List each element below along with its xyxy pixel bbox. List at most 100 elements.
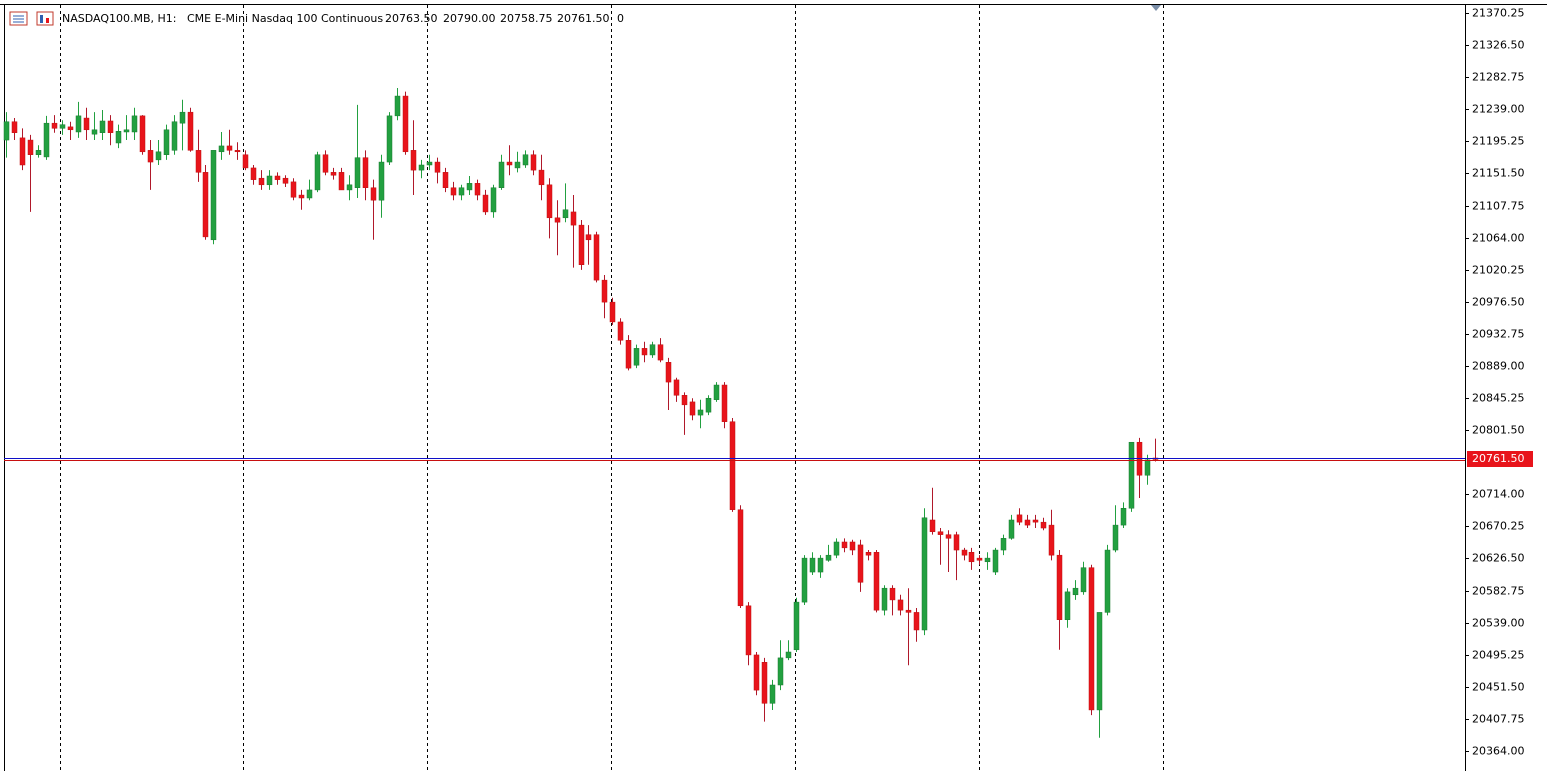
candle-body <box>945 534 952 539</box>
candle-body <box>514 161 521 169</box>
candle-body <box>1032 519 1039 523</box>
candle-body <box>394 95 401 117</box>
candle-body <box>538 169 545 186</box>
candle-body <box>171 121 178 151</box>
price-label: 20761.50 <box>1472 452 1525 465</box>
y-tick-label: 21282.75 <box>1472 71 1525 84</box>
candle-body <box>1008 519 1015 539</box>
candle-body <box>554 217 561 223</box>
candle-body <box>562 209 569 219</box>
candle-body <box>984 557 991 563</box>
candle-body <box>793 601 800 651</box>
candle-body <box>426 161 433 166</box>
candle-body <box>809 557 816 573</box>
candle-body <box>51 122 58 129</box>
candle-body <box>833 541 840 556</box>
candle-body <box>1144 459 1151 476</box>
candle-body <box>434 161 441 173</box>
candle-body <box>737 509 744 607</box>
y-tick-label: 21370.25 <box>1472 7 1525 20</box>
candle-body <box>386 115 393 163</box>
last-high: 20790.00 <box>443 12 496 25</box>
candle-body <box>825 554 832 561</box>
candle-body <box>785 651 792 659</box>
y-tick-label: 20670.25 <box>1472 520 1525 533</box>
candle-body <box>673 379 680 396</box>
candle-body <box>705 397 712 413</box>
candle-body <box>218 145 225 153</box>
candle-body <box>578 224 585 265</box>
candle-body <box>370 187 377 201</box>
candle-body <box>617 321 624 341</box>
candle-body <box>226 145 233 151</box>
candle-body <box>1064 591 1071 620</box>
candle-body <box>163 129 170 155</box>
candle-body <box>458 187 465 196</box>
candle-body <box>897 599 904 611</box>
candle-body <box>195 150 202 173</box>
candle-body <box>418 164 425 171</box>
candle-body <box>1112 524 1119 551</box>
candle-body <box>865 552 872 556</box>
candle-body <box>1040 521 1047 529</box>
candle-body <box>585 234 592 241</box>
candle-body <box>147 150 154 163</box>
candle-body <box>378 161 385 201</box>
last-open: 20763.50 <box>385 12 438 25</box>
candle-body <box>681 395 688 406</box>
candle-body <box>43 122 50 158</box>
y-tick-label: 20889.00 <box>1472 360 1525 373</box>
candle-body <box>992 549 999 573</box>
candle-body <box>761 662 768 704</box>
candle-body <box>67 126 74 131</box>
candles <box>3 87 1159 738</box>
candle-body <box>625 340 632 369</box>
y-tick-label: 21064.00 <box>1472 232 1525 245</box>
volume: 0 <box>617 12 624 25</box>
candle-body <box>857 544 864 583</box>
candle-body <box>258 177 265 186</box>
candle-body <box>187 111 194 151</box>
candle-body <box>306 189 313 199</box>
candle-body <box>474 183 481 196</box>
candle-body <box>282 177 289 184</box>
candle-body <box>442 172 449 188</box>
candle-body <box>362 157 369 188</box>
candle-body <box>1128 441 1135 509</box>
candle-body <box>242 154 249 169</box>
shift-marker[interactable] <box>1151 5 1161 11</box>
candle-body <box>905 609 912 613</box>
y-tick-label: 20582.75 <box>1472 585 1525 598</box>
candle-body <box>27 139 34 155</box>
candle-body <box>1048 524 1055 556</box>
candle-body <box>665 362 672 383</box>
candle-body <box>913 612 920 631</box>
candle-body <box>1104 549 1111 613</box>
y-tick-label: 20714.00 <box>1472 488 1525 501</box>
price-label-bg <box>1467 451 1533 467</box>
y-tick-label: 20407.75 <box>1472 713 1525 726</box>
candle-body <box>99 120 106 133</box>
candle-body <box>849 541 856 551</box>
candle-body <box>753 654 760 691</box>
candle-body <box>490 187 497 213</box>
y-tick-label: 20539.00 <box>1472 617 1525 630</box>
candle-body <box>83 117 90 131</box>
candle-body <box>713 384 720 400</box>
candle-body <box>769 684 776 704</box>
candle-body <box>530 154 537 171</box>
candle-body <box>921 517 928 631</box>
candle-body <box>522 154 529 166</box>
y-tick-label: 21326.50 <box>1472 39 1525 52</box>
candle-body <box>1096 612 1103 711</box>
y-tick-label: 20845.25 <box>1472 392 1525 405</box>
icon-chart[interactable] <box>36 11 54 26</box>
candle-body <box>601 279 608 303</box>
candle-body <box>873 552 880 611</box>
icon-bar <box>40 15 43 23</box>
candle-body <box>3 121 10 141</box>
candle-body <box>322 154 329 173</box>
y-tick-label: 21239.00 <box>1472 103 1525 116</box>
last-low: 20758.75 <box>500 12 553 25</box>
